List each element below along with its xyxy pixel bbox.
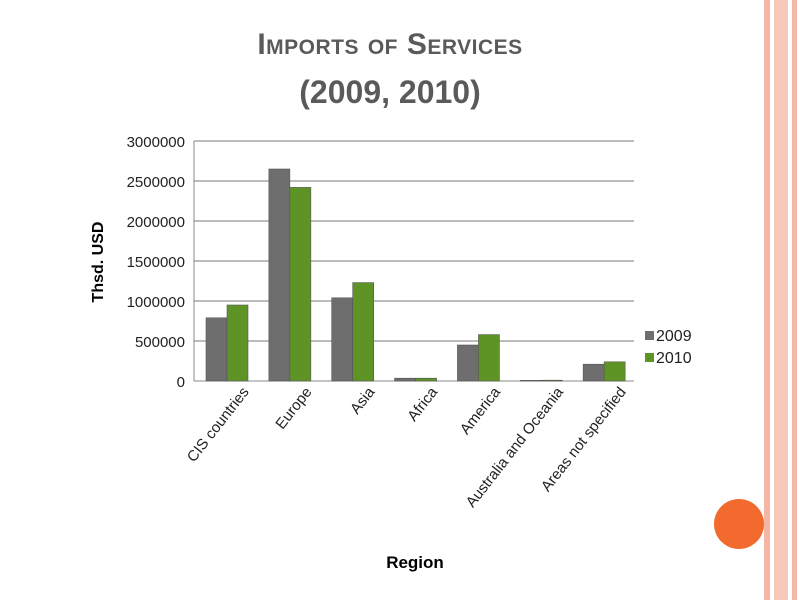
y-axis-label: Thsd. USD [90,222,107,303]
bar-2010-1 [289,187,312,382]
x-tick-label: Africa [404,383,441,424]
y-tick-label: 0 [177,374,185,391]
slide-title: Imports of Services [257,28,523,61]
bar-2010-2 [352,282,375,382]
slide-subtitle: (2009, 2010) [299,74,481,110]
x-tick-label: Europe [272,384,315,433]
y-tick-label: 500000 [135,334,185,351]
bar-2009-1 [268,168,291,382]
y-tick-label: 3000000 [127,134,185,151]
y-tick-label: 2000000 [127,214,185,231]
bar-2010-0 [226,304,249,382]
bar-2009-6 [582,363,605,382]
bar-2009-3 [394,377,416,382]
bar-2009-2 [331,297,354,382]
bar-2009-4 [457,344,479,382]
y-tick-label: 1500000 [127,254,185,271]
bars [205,168,626,382]
decorative-circle [714,499,764,549]
y-tick-label: 1000000 [127,294,185,311]
grid-lines [193,140,634,382]
legend-swatch-2009 [645,331,654,340]
x-axis-ticks: CIS countries Europe Asia Africa AmericaAust… [184,383,630,510]
x-tick-label: Asia [347,383,379,417]
y-axis-ticks: 0 500000 1000000 1500000 2000000 2500000 30000… [127,134,185,391]
legend-label-2010: 2010 [656,350,692,367]
bar-2010-3 [415,377,437,382]
x-tick-label: America [457,383,505,437]
decorative-border-stripes [764,0,797,600]
bar-2010-4 [478,334,500,382]
legend: 2009 2010 [645,328,692,367]
legend-label-2009: 2009 [656,328,692,345]
bar-2009-0 [205,317,228,382]
bar-2010-6 [603,361,626,382]
y-tick-label: 2500000 [127,174,185,191]
legend-swatch-2010 [645,353,654,362]
x-axis-label: Region [386,553,444,572]
x-tick-label: CIS countries [184,384,253,465]
bar-2009-5 [519,380,542,382]
bar-2010-5 [540,379,563,382]
